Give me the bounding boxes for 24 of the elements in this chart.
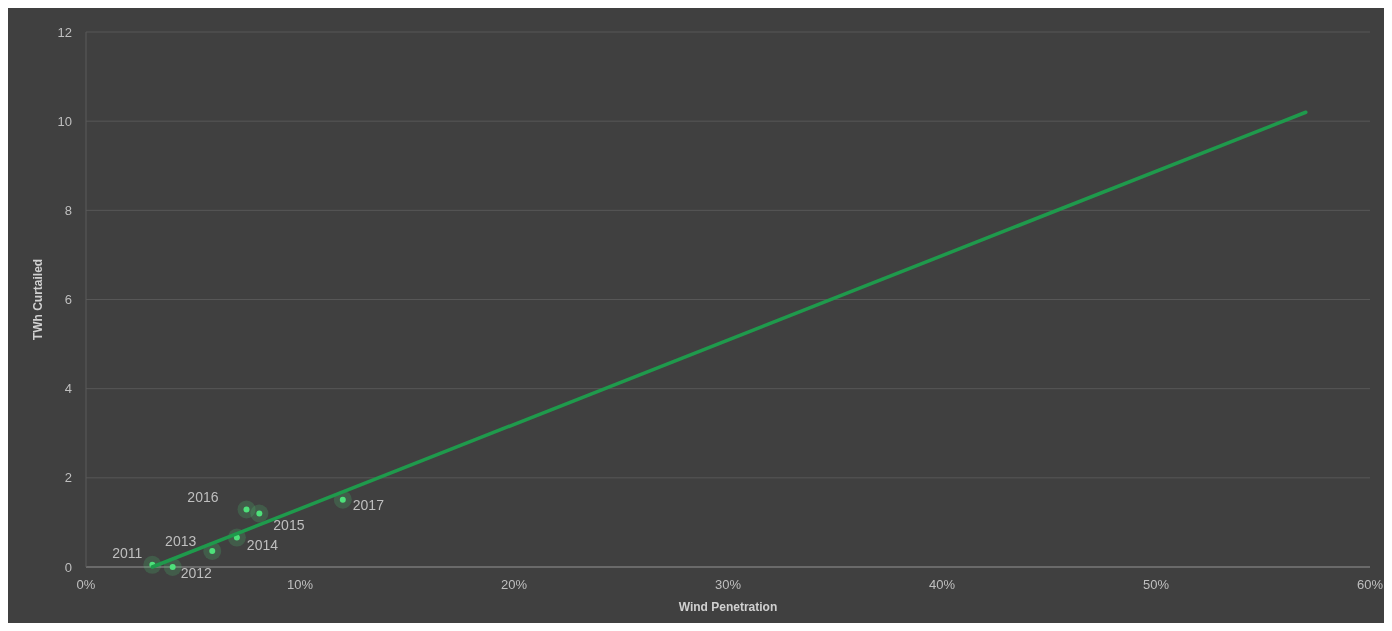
y-tick-label: 2 (64, 470, 72, 486)
x-tick-label: 10% (286, 577, 314, 592)
annotation: 2016 (187, 489, 219, 506)
x-tick-label: 60% (1356, 577, 1384, 592)
annotation: 2013 (165, 532, 197, 549)
x-tick-label: 0% (76, 577, 96, 592)
y-tick-label: 4 (64, 381, 72, 397)
y-tick-label: 10 (57, 113, 72, 129)
x-tick-label: 20% (500, 577, 528, 592)
annotation: 2011 (112, 544, 143, 561)
x-tick-label: 40% (928, 577, 956, 592)
annotation: 2012 (180, 564, 213, 581)
y-tick-label: 12 (57, 24, 72, 40)
y-tick-label: 8 (64, 202, 72, 218)
x-tick-label: 30% (714, 577, 742, 592)
annotation: 2017 (352, 496, 385, 513)
point (237, 500, 256, 519)
x-tick-label: 50% (1142, 577, 1170, 592)
x-axis-title: Wind Penetration (678, 600, 778, 614)
annotation: 2015 (273, 517, 305, 534)
y-tick-label: 0 (64, 559, 72, 575)
y-tick-label: 6 (64, 292, 72, 308)
annotation: 2014 (246, 537, 279, 554)
y-axis-title: TWh Curtailed (31, 258, 45, 341)
